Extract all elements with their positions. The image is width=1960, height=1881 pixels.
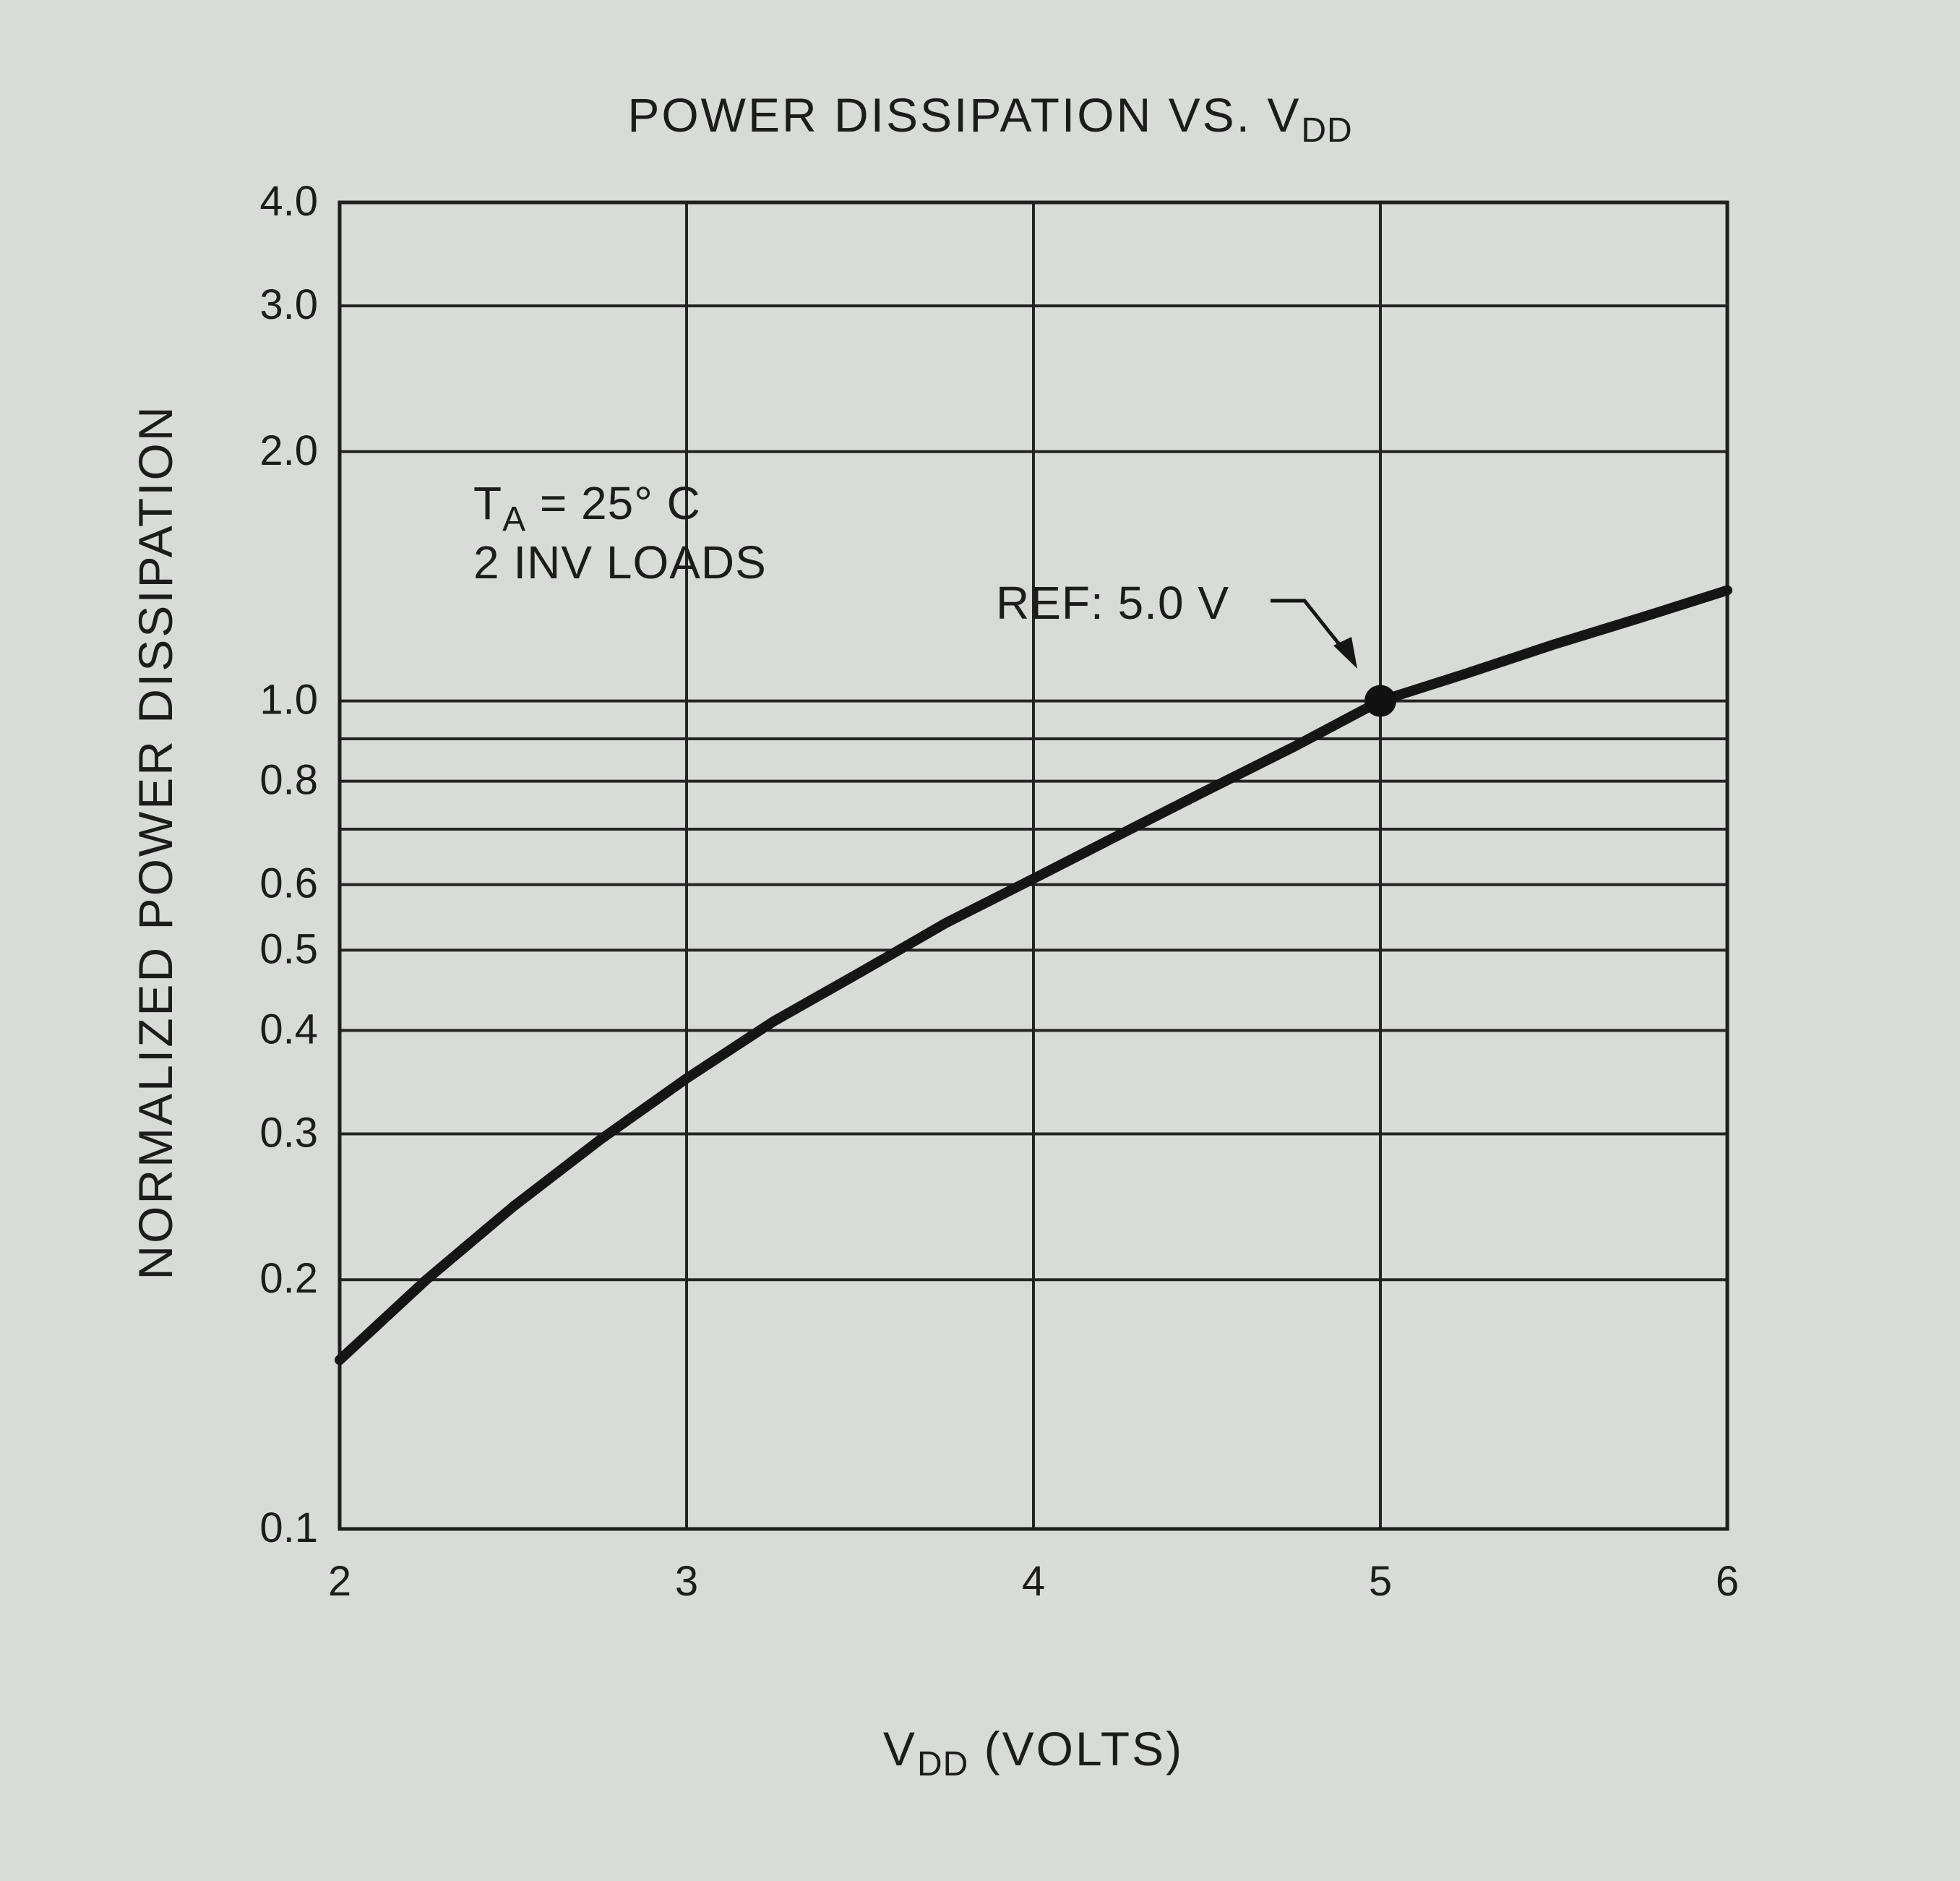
temperature-condition: TA = 25° C bbox=[473, 477, 701, 539]
y-tick-label: 0.2 bbox=[259, 1255, 318, 1302]
x-tick-label: 6 bbox=[1716, 1558, 1739, 1605]
reference-arrowhead bbox=[1333, 637, 1357, 669]
y-tick-label: 0.4 bbox=[259, 1006, 318, 1053]
y-tick-label: 0.1 bbox=[259, 1504, 318, 1551]
x-tick-label: 4 bbox=[1022, 1558, 1045, 1605]
plot-frame bbox=[338, 200, 1729, 1531]
y-tick-label: 0.3 bbox=[259, 1110, 318, 1157]
y-tick-label: 0.8 bbox=[259, 757, 318, 804]
reference-label: REF: 5.0 V bbox=[996, 577, 1229, 629]
grid bbox=[340, 202, 1727, 1529]
y-tick-label: 2.0 bbox=[259, 427, 318, 474]
y-tick-label: 3.0 bbox=[259, 281, 318, 328]
y-tick-label: 1.0 bbox=[259, 677, 318, 724]
reference-point bbox=[1364, 685, 1396, 717]
y-axis-ticks: 0.1 0.2 0.3 0.4 0.5 0.6 0.8 1.0 2.0 3.0 4.0 bbox=[259, 178, 318, 1551]
x-axis-ticks: 2 3 4 5 6 bbox=[328, 1558, 1739, 1605]
y-tick-label: 4.0 bbox=[259, 178, 318, 225]
x-axis-label: VDD (VOLTS) bbox=[883, 1722, 1184, 1783]
y-axis-label: NORMALIZED POWER DISSIPATION bbox=[129, 405, 182, 1280]
x-tick-label: 5 bbox=[1369, 1558, 1392, 1605]
y-tick-label: 0.5 bbox=[259, 925, 318, 972]
x-tick-label: 2 bbox=[328, 1558, 351, 1605]
y-tick-label: 0.6 bbox=[259, 860, 318, 907]
load-condition: 2 INV LOADS bbox=[473, 536, 767, 588]
chart-title: POWER DISSIPATION VS. VDD bbox=[627, 88, 1352, 150]
x-tick-label: 3 bbox=[675, 1558, 698, 1605]
series-line bbox=[335, 585, 1732, 1366]
reference-arrow bbox=[1271, 599, 1346, 652]
